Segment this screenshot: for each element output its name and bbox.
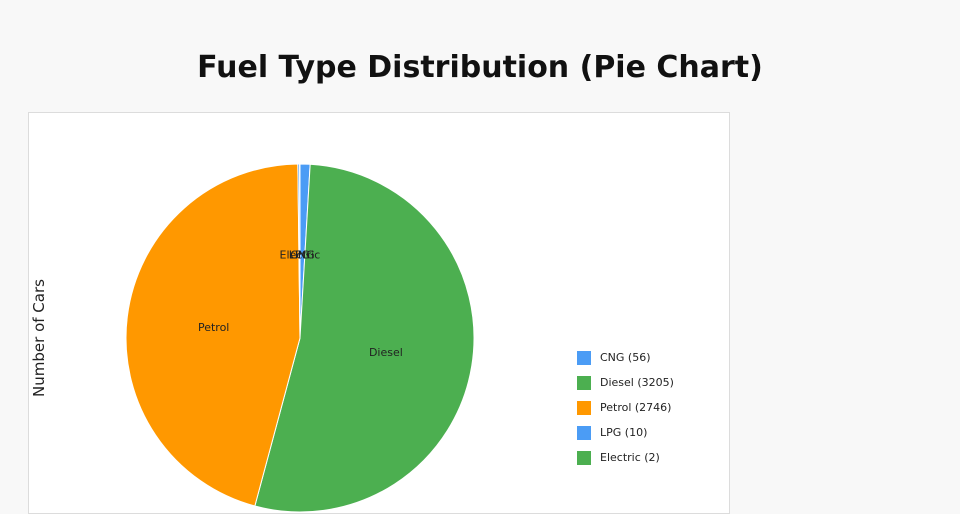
legend-label: Diesel (3205): [600, 376, 674, 389]
y-axis-label: Number of Cars: [30, 279, 48, 397]
slice-label-electric: Electric: [280, 248, 321, 261]
slice-label-diesel: Diesel: [369, 346, 403, 359]
legend-swatch: [577, 451, 591, 465]
legend-item-diesel[interactable]: Diesel (3205): [577, 370, 674, 395]
legend-label: LPG (10): [600, 426, 647, 439]
legend-item-lpg[interactable]: LPG (10): [577, 420, 674, 445]
legend-item-cng[interactable]: CNG (56): [577, 345, 674, 370]
legend-swatch: [577, 401, 591, 415]
legend-swatch: [577, 351, 591, 365]
legend-swatch: [577, 426, 591, 440]
legend: CNG (56) Diesel (3205) Petrol (2746) LPG (1…: [577, 345, 674, 470]
page-title: Fuel Type Distribution (Pie Chart): [0, 50, 960, 85]
legend-item-electric[interactable]: Electric (2): [577, 445, 674, 470]
legend-label: Petrol (2746): [600, 401, 671, 414]
pie-slices: [126, 164, 474, 512]
legend-item-petrol[interactable]: Petrol (2746): [577, 395, 674, 420]
slice-label-petrol: Petrol: [198, 321, 229, 334]
legend-swatch: [577, 376, 591, 390]
legend-label: CNG (56): [600, 351, 651, 364]
legend-label: Electric (2): [600, 451, 660, 464]
